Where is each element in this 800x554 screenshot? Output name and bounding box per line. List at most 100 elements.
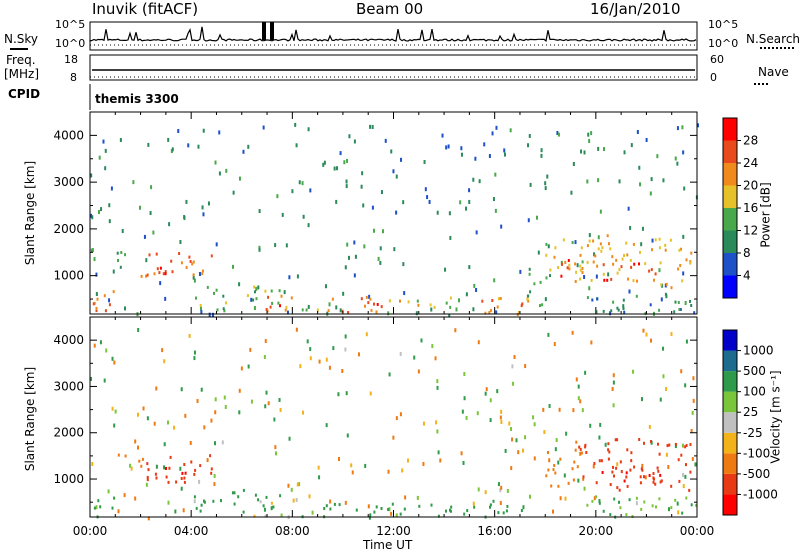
heat-cell [545,276,548,280]
heat-cell [489,418,492,423]
heat-cell [607,272,610,277]
heat-cell [373,302,375,306]
heat-cell [517,450,520,455]
heat-cell [270,506,273,511]
heat-cell [155,386,158,391]
heat-cell [562,238,565,242]
heat-cell [247,144,250,149]
heat-cell [175,480,178,484]
heat-cell [680,247,682,251]
heat-cell [478,179,481,184]
heat-cell [254,290,256,294]
heat-cell [213,291,215,295]
heat-cell [93,506,96,510]
velocity-colorbar-segment [723,391,737,413]
heat-cell [439,458,442,463]
heat-cell [201,272,204,276]
heat-cell [643,441,645,445]
heat-cell [193,472,196,476]
heat-cell [445,509,447,513]
heat-cell [679,308,682,311]
heat-cell [689,443,692,446]
heat-cell [508,421,511,426]
heat-cell [179,240,182,245]
heat-cell [210,471,213,475]
heat-cell [146,273,149,277]
heat-cell [503,152,506,157]
heat-cell [373,510,376,514]
heat-cell [346,158,349,163]
heat-cell [649,191,652,196]
heat-cell [203,425,206,430]
heat-cell [682,472,685,477]
y-tick-label: 3000 [53,175,84,189]
heat-cell [665,387,668,392]
heat-cell [690,304,693,307]
heat-cell [689,261,692,265]
heat-cell [651,504,654,508]
heat-cell [182,508,185,513]
heat-cell [677,458,680,462]
heat-cell [416,495,419,500]
heat-cell [387,508,390,511]
heat-cell [346,242,349,247]
heat-cell [658,268,661,273]
heat-cell [669,238,672,242]
heat-cell [376,303,379,306]
heat-cell [597,178,600,183]
heat-cell [474,156,477,161]
nave-tick-bottom: 0 [710,71,717,84]
heat-cell [677,267,680,271]
heat-cell [276,194,279,199]
heat-cell [465,206,468,211]
heat-cell [692,376,695,381]
velocity-colorbar-segment [723,412,737,433]
heat-cell [400,157,403,162]
heat-cell [200,387,203,392]
heat-cell [599,422,602,427]
heat-cell [526,294,529,298]
heat-cell [180,387,183,392]
heat-cell [418,504,421,508]
heat-cell [296,274,299,279]
heat-cell [560,274,563,278]
heat-cell [681,511,684,515]
heat-cell [107,489,110,494]
heat-cell [632,369,635,374]
heat-cell [192,273,195,277]
heat-cell [434,356,437,361]
heat-cell [416,299,419,303]
heat-cell [363,244,366,249]
heat-cell [635,496,638,500]
heat-cell [353,273,356,278]
heat-cell [557,266,560,269]
heat-cell [582,475,585,479]
heat-cell [302,410,305,415]
heat-cell [211,312,214,317]
heat-cell [283,290,286,295]
heat-cell [347,311,350,314]
heat-cell [233,502,236,506]
heat-cell [528,272,531,276]
heat-cell [625,513,628,517]
heat-cell [142,406,145,411]
heat-cell [215,242,218,247]
heat-cell [457,298,460,303]
nsky-panel-frame [89,21,698,51]
heat-cell [616,271,619,275]
heat-cell [295,498,298,503]
heat-cell [583,150,586,155]
heat-cell [583,274,586,279]
heat-cell [571,330,574,335]
heat-cell [682,150,685,155]
heat-cell [140,274,143,278]
velocity-colorbar-segment [723,350,737,372]
heat-cell [633,465,636,469]
heat-cell [345,391,348,396]
heat-cell [436,210,439,215]
power-colorbar-segment [723,253,737,276]
heat-cell [339,151,342,156]
heat-cell [371,124,374,129]
heat-cell [422,461,425,466]
heat-cell [547,468,550,472]
